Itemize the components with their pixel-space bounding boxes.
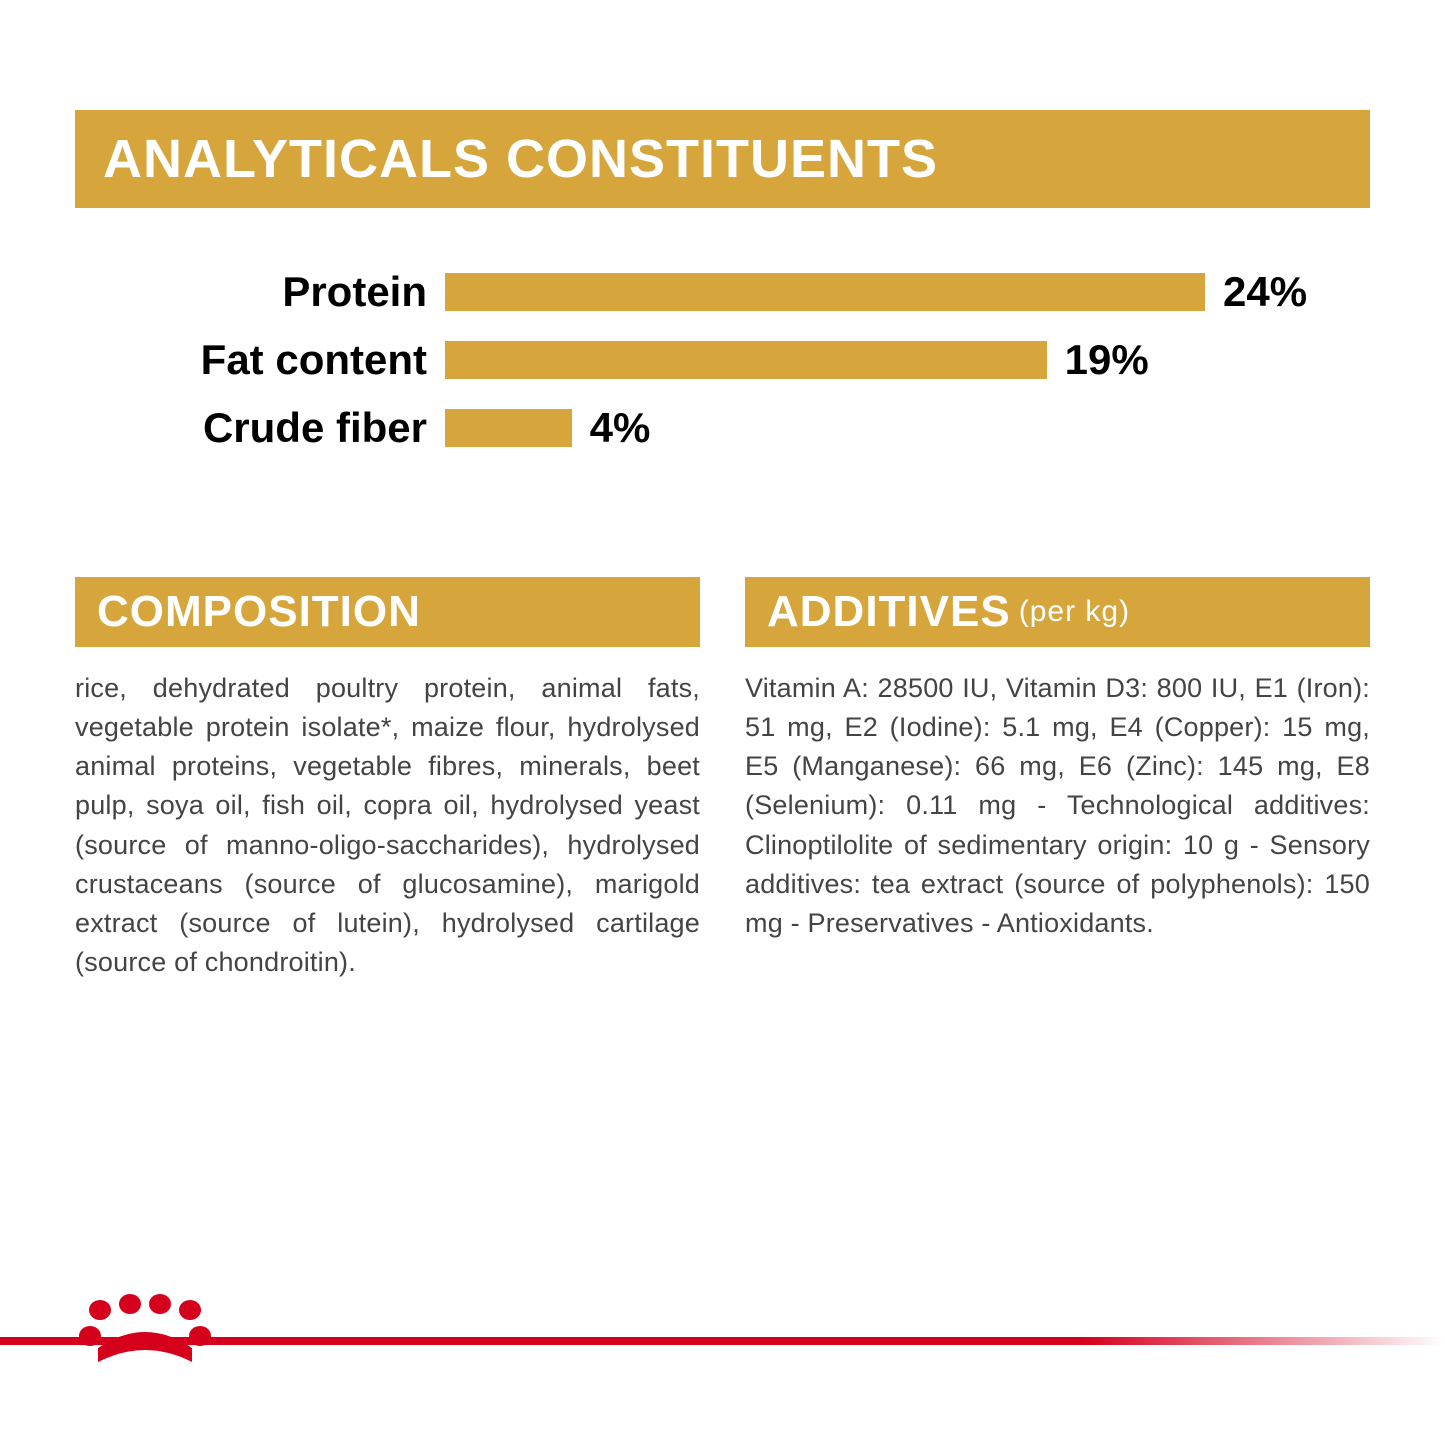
bar-track: 24% — [445, 263, 1370, 321]
bar-fill — [445, 409, 572, 447]
additives-column: ADDITIVES (per kg) Vitamin A: 28500 IU, … — [745, 577, 1370, 982]
additives-header: ADDITIVES (per kg) — [745, 577, 1370, 647]
composition-column: COMPOSITION rice, dehydrated poultry pro… — [75, 577, 700, 982]
analyticals-header: ANALYTICALS CONSTITUENTS — [75, 110, 1370, 208]
bar-track: 19% — [445, 331, 1370, 389]
additives-header-text: ADDITIVES — [767, 587, 1011, 637]
bar-fill — [445, 273, 1205, 311]
bar-value: 19% — [1047, 336, 1149, 384]
bar-value: 24% — [1205, 268, 1307, 316]
additives-header-suffix: (per kg) — [1019, 595, 1130, 629]
additives-body: Vitamin A: 28500 IU, Vitamin D3: 800 IU,… — [745, 669, 1370, 943]
brand-crown-icon — [70, 1288, 220, 1373]
bar-row: Crude fiber 4% — [145, 399, 1370, 457]
bar-label: Protein — [145, 268, 445, 316]
composition-header: COMPOSITION — [75, 577, 700, 647]
bar-row: Fat content 19% — [145, 331, 1370, 389]
bar-track: 4% — [445, 399, 1370, 457]
composition-body: rice, dehydrated poultry protein, animal… — [75, 669, 700, 982]
bar-row: Protein 24% — [145, 263, 1370, 321]
bar-fill — [445, 341, 1047, 379]
bar-label: Fat content — [145, 336, 445, 384]
analyticals-chart: Protein 24% Fat content 19% Crude fiber 4% — [145, 263, 1370, 457]
bar-label: Crude fiber — [145, 404, 445, 452]
bar-value: 4% — [572, 404, 651, 452]
